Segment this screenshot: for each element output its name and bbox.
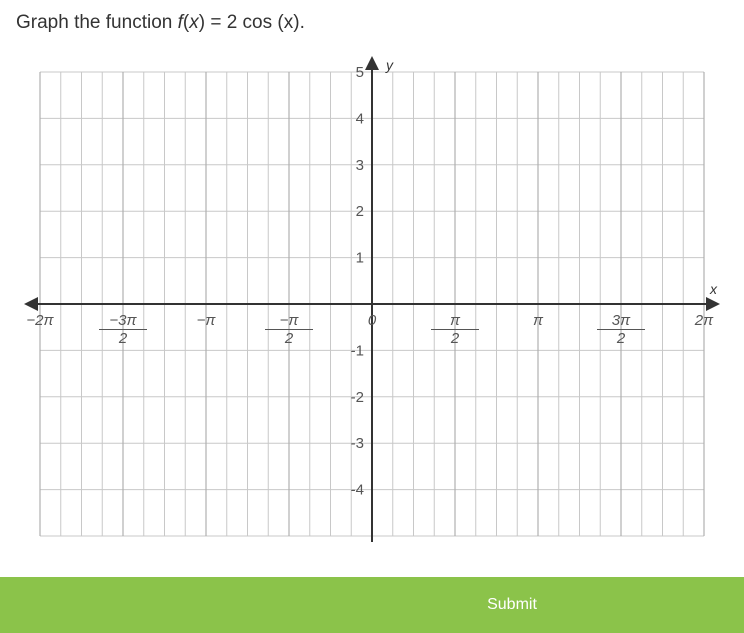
prompt-text: Graph the function f(x) = 2 cos (x). xyxy=(0,0,744,46)
svg-text:1: 1 xyxy=(356,250,364,267)
fn-var: x xyxy=(189,12,199,33)
svg-text:3: 3 xyxy=(356,157,364,174)
prompt-prefix: Graph the function xyxy=(16,12,178,33)
suffix: . xyxy=(300,12,305,33)
cartesian-grid[interactable]: y x 5 4 3 2 1 -1 -2 -3 -4 xyxy=(22,54,722,554)
svg-text:y: y xyxy=(385,57,394,73)
svg-text:x: x xyxy=(709,281,718,297)
svg-text:-4: -4 xyxy=(351,482,364,499)
rhs: 2 cos (x) xyxy=(227,12,300,33)
svg-text:2: 2 xyxy=(356,203,364,220)
svg-text:-1: -1 xyxy=(351,342,364,359)
svg-text:-2: -2 xyxy=(351,389,364,406)
eq: = xyxy=(205,12,227,33)
svg-text:-3: -3 xyxy=(351,435,364,452)
svg-text:4: 4 xyxy=(356,110,364,127)
submit-bar: Submit xyxy=(0,577,744,633)
exercise-container: Graph the function f(x) = 2 cos (x). y x 5… xyxy=(0,0,744,633)
svg-text:5: 5 xyxy=(356,64,364,81)
submit-button[interactable]: Submit xyxy=(471,588,553,622)
chart-area[interactable]: yx54321-1-2-3-4 −2π−3π2−π−π20π2π3π22π xyxy=(22,54,722,554)
